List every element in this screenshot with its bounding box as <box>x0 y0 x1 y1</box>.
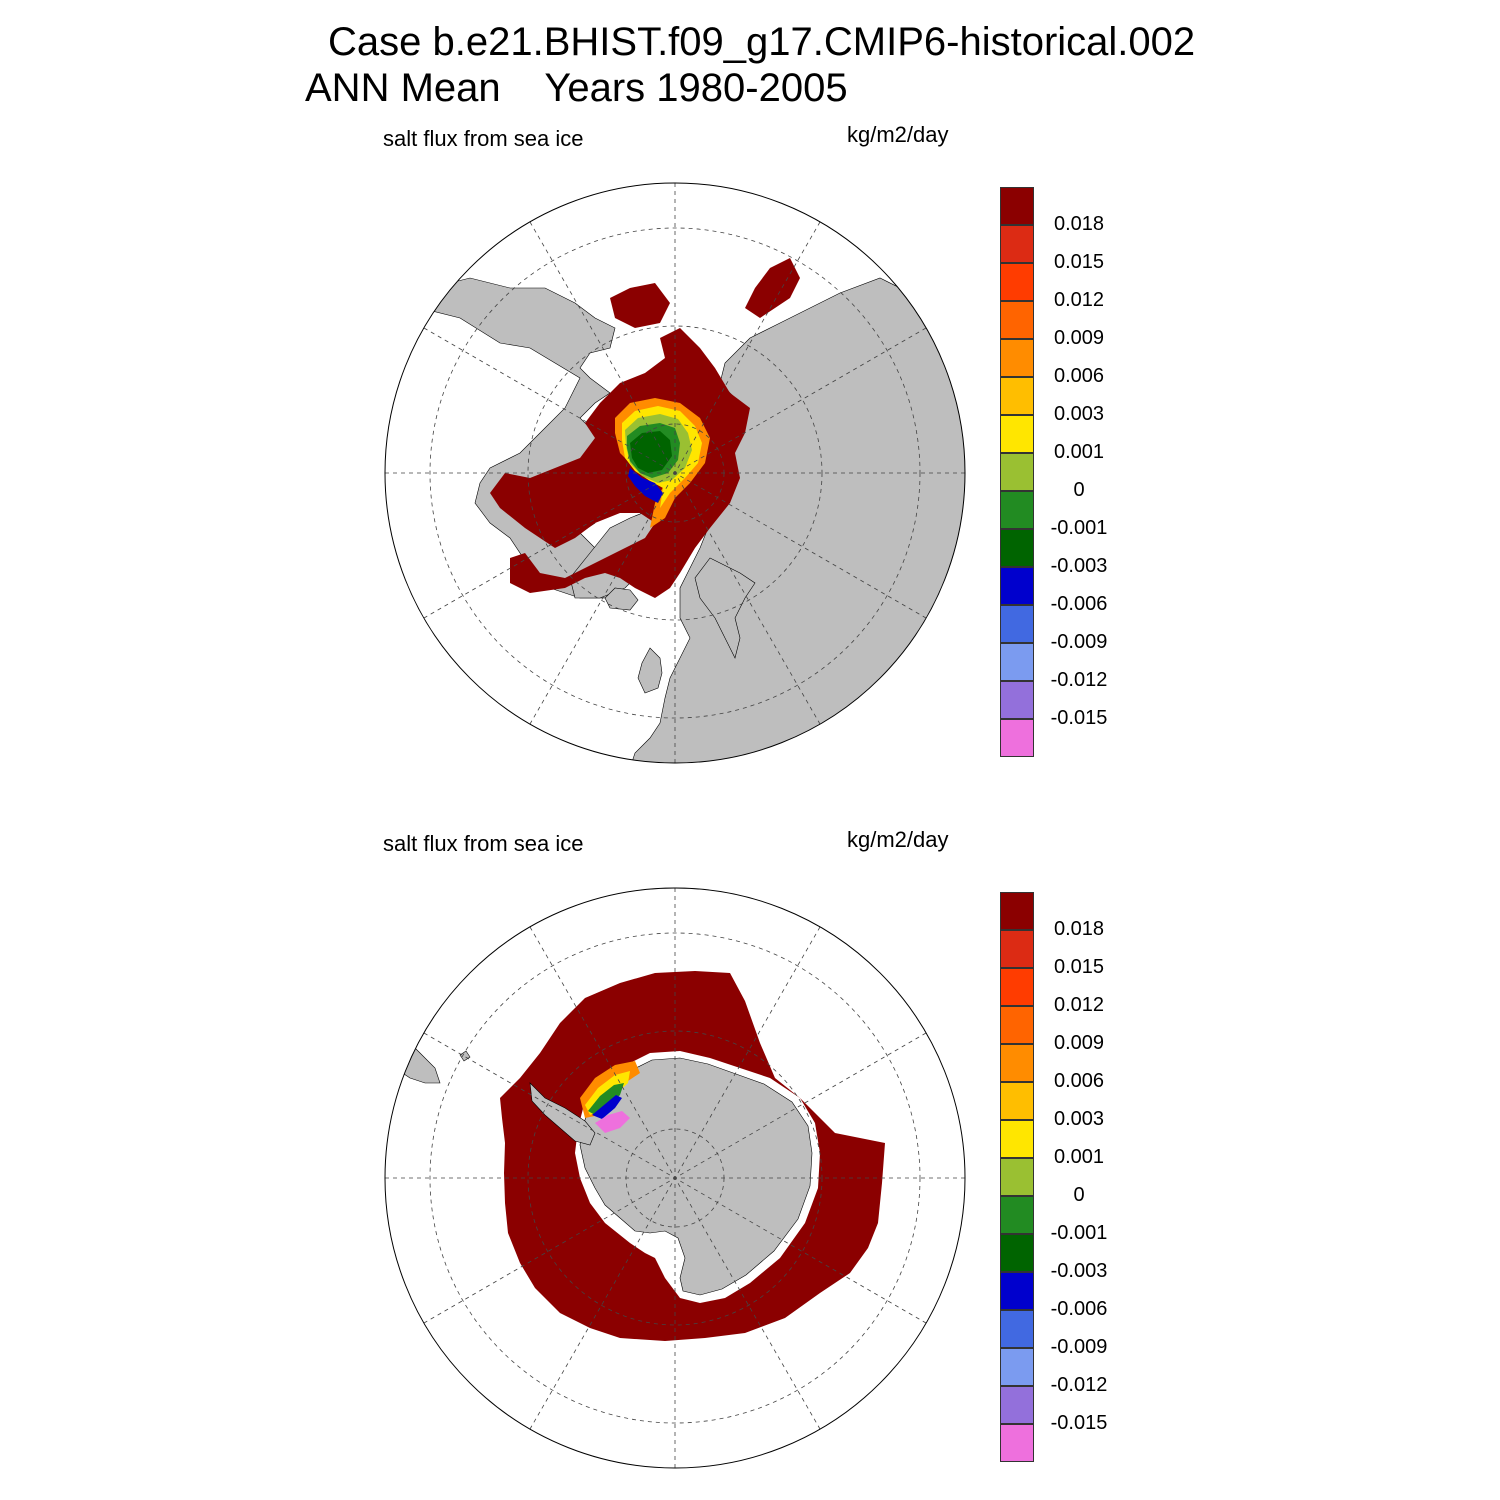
colorbar-tick-label: 0 <box>1073 1184 1085 1206</box>
colorbar-swatch <box>1000 1424 1034 1462</box>
colorbar-swatch <box>1000 1196 1034 1234</box>
north-polar-map <box>384 182 966 764</box>
colorbar-swatch <box>1000 1310 1034 1348</box>
colorbar-swatch <box>1000 1234 1034 1272</box>
colorbar-tick-label: 0.012 <box>1053 994 1105 1016</box>
colorbar-tick-label: 0.015 <box>1053 251 1105 273</box>
colorbar-tick-label: 0.006 <box>1053 1070 1105 1092</box>
antarctica-land-grey <box>579 1057 813 1296</box>
weddell-contour-blue <box>592 1095 622 1119</box>
colorbar-tick-label: -0.003 <box>1050 1260 1108 1282</box>
colorbar-tick-label: 0 <box>1073 479 1085 501</box>
colorbar-tick-label: -0.003 <box>1050 555 1108 577</box>
colorbar-swatch <box>1000 1120 1034 1158</box>
colorbar-swatch <box>1000 1044 1034 1082</box>
colorbar-swatch <box>1000 1006 1034 1044</box>
colorbar-swatch <box>1000 1082 1034 1120</box>
colorbar-swatch <box>1000 567 1034 605</box>
colorbar-swatch <box>1000 225 1034 263</box>
scandinavia-land <box>694 557 756 659</box>
arctic-contour-blue <box>628 468 663 503</box>
colorbar-swatch <box>1000 681 1034 719</box>
british-isles-land <box>637 647 663 694</box>
colorbar-tick-label: -0.006 <box>1050 1298 1108 1320</box>
colorbar-tick-label: 0.001 <box>1053 1146 1105 1168</box>
colorbar-tick-label: 0.018 <box>1053 918 1105 940</box>
north-sea-ice-flux-region <box>490 328 750 598</box>
bottom-colorbar <box>1000 892 1036 1462</box>
colorbar-swatch <box>1000 1158 1034 1196</box>
colorbar-tick-label: -0.001 <box>1050 1222 1108 1244</box>
colorbar-swatch <box>1000 187 1034 225</box>
arctic-contour-darkgreen <box>630 431 672 473</box>
colorbar-swatch <box>1000 892 1034 930</box>
colorbar-swatch <box>1000 605 1034 643</box>
colorbar-swatch <box>1000 1272 1034 1310</box>
colorbar-tick-label: -0.001 <box>1050 517 1108 539</box>
colorbar-swatch <box>1000 453 1034 491</box>
top-panel-variable-label: salt flux from sea ice <box>383 126 584 151</box>
colorbar-swatch <box>1000 1348 1034 1386</box>
figure-title-case: Case b.e21.BHIST.f09_g17.CMIP6-historica… <box>328 20 1196 64</box>
colorbar-swatch <box>1000 415 1034 453</box>
colorbar-tick-label: -0.012 <box>1050 669 1108 691</box>
colorbar-swatch <box>1000 529 1034 567</box>
colorbar-swatch <box>1000 339 1034 377</box>
bottom-panel-units-label: kg/m2/day <box>847 827 949 852</box>
bering-sea-ice-region <box>610 283 670 328</box>
colorbar-tick-label: -0.015 <box>1050 707 1108 729</box>
figure-title-period: ANN Mean Years 1980-2005 <box>305 66 848 110</box>
weddell-contour-green <box>588 1083 624 1115</box>
colorbar-swatch <box>1000 719 1034 757</box>
colorbar-swatch <box>1000 377 1034 415</box>
colorbar-tick-label: -0.009 <box>1050 631 1108 653</box>
colorbar-swatch <box>1000 491 1034 529</box>
colorbar-swatch <box>1000 263 1034 301</box>
colorbar-tick-label: -0.006 <box>1050 593 1108 615</box>
colorbar-tick-label: -0.012 <box>1050 1374 1108 1396</box>
south-polar-map <box>384 887 966 1469</box>
colorbar-swatch <box>1000 1386 1034 1424</box>
colorbar-tick-label: 0.001 <box>1053 441 1105 463</box>
colorbar-swatch <box>1000 301 1034 339</box>
iceland-land <box>604 587 639 611</box>
colorbar-tick-label: 0.003 <box>1053 403 1105 425</box>
colorbar-tick-label: 0.003 <box>1053 1108 1105 1130</box>
colorbar-tick-label: 0.009 <box>1053 1032 1105 1054</box>
colorbar-tick-label: 0.015 <box>1053 956 1105 978</box>
okhotsk-sea-ice-region <box>745 258 800 318</box>
colorbar-tick-label: 0.006 <box>1053 365 1105 387</box>
top-panel-units-label: kg/m2/day <box>847 122 949 147</box>
colorbar-tick-label: 0.009 <box>1053 327 1105 349</box>
colorbar-swatch <box>1000 643 1034 681</box>
colorbar-swatch <box>1000 968 1034 1006</box>
bottom-panel-variable-label: salt flux from sea ice <box>383 831 584 856</box>
colorbar-tick-label: 0.018 <box>1053 213 1105 235</box>
top-colorbar <box>1000 187 1036 757</box>
weddell-contour-pink <box>595 1111 630 1133</box>
colorbar-tick-label: -0.015 <box>1050 1412 1108 1434</box>
antarctic-peninsula-land <box>529 1082 596 1146</box>
colorbar-tick-label: -0.009 <box>1050 1336 1108 1358</box>
colorbar-tick-label: 0.012 <box>1053 289 1105 311</box>
colorbar-swatch <box>1000 930 1034 968</box>
